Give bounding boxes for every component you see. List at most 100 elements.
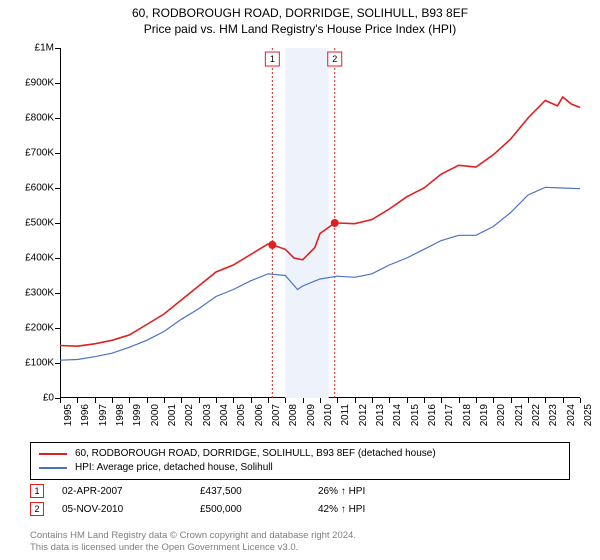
- x-tick-mark: [337, 398, 338, 403]
- x-tick-label: 2002: [184, 404, 195, 426]
- x-tick-mark: [181, 398, 182, 403]
- x-tick-label: 2014: [392, 404, 403, 426]
- footer-line: Contains HM Land Registry data © Crown c…: [30, 530, 356, 542]
- x-tick-mark: [268, 398, 269, 403]
- event-index-box: 2: [30, 502, 44, 516]
- y-tick-mark: [55, 293, 60, 294]
- x-tick-label: 2003: [202, 404, 213, 426]
- y-tick-mark: [55, 48, 60, 49]
- highlight-band: [285, 48, 328, 398]
- y-tick-mark: [55, 328, 60, 329]
- y-tick-mark: [55, 188, 60, 189]
- x-tick-mark: [251, 398, 252, 403]
- chart-subtitle: Price paid vs. HM Land Registry's House …: [0, 22, 600, 36]
- y-tick-mark: [55, 223, 60, 224]
- y-tick-label: £300K: [25, 288, 54, 299]
- x-tick-mark: [441, 398, 442, 403]
- x-tick-label: 2017: [444, 404, 455, 426]
- x-tick-mark: [199, 398, 200, 403]
- x-tick-label: 2007: [271, 404, 282, 426]
- plot-area: 12 £0£100K£200K£300K£400K£500K£600K£700K…: [60, 48, 580, 398]
- x-tick-mark: [511, 398, 512, 403]
- x-tick-label: 1996: [80, 404, 91, 426]
- x-tick-mark: [372, 398, 373, 403]
- x-tick-mark: [459, 398, 460, 403]
- x-tick-label: 2010: [323, 404, 334, 426]
- x-tick-mark: [147, 398, 148, 403]
- event-vs-hpi: 26% ↑ HPI: [318, 486, 418, 497]
- x-tick-label: 2015: [410, 404, 421, 426]
- footer-line: This data is licensed under the Open Gov…: [30, 542, 356, 554]
- x-tick-label: 2019: [479, 404, 490, 426]
- x-tick-label: 2020: [496, 404, 507, 426]
- x-tick-mark: [285, 398, 286, 403]
- x-tick-mark: [112, 398, 113, 403]
- x-tick-mark: [303, 398, 304, 403]
- x-tick-mark: [60, 398, 61, 403]
- x-tick-label: 1999: [132, 404, 143, 426]
- x-tick-mark: [476, 398, 477, 403]
- legend-row: HPI: Average price, detached house, Soli…: [39, 461, 561, 475]
- y-tick-label: £700K: [25, 148, 54, 159]
- x-tick-label: 2004: [219, 404, 230, 426]
- x-tick-label: 2008: [288, 404, 299, 426]
- event-label-box: 2: [328, 52, 342, 66]
- x-tick-mark: [580, 398, 581, 403]
- x-tick-mark: [355, 398, 356, 403]
- x-tick-label: 2000: [150, 404, 161, 426]
- x-tick-label: 1998: [115, 404, 126, 426]
- event-index-box: 1: [30, 484, 44, 498]
- y-tick-label: £600K: [25, 183, 54, 194]
- event-date: 02-APR-2007: [62, 486, 182, 497]
- event-date: 05-NOV-2010: [62, 504, 182, 515]
- x-tick-mark: [493, 398, 494, 403]
- x-tick-label: 2022: [531, 404, 542, 426]
- y-tick-label: £1M: [35, 43, 54, 54]
- x-tick-label: 2005: [236, 404, 247, 426]
- legend: 60, RODBOROUGH ROAD, DORRIDGE, SOLIHULL,…: [30, 442, 570, 480]
- x-tick-mark: [95, 398, 96, 403]
- x-tick-mark: [545, 398, 546, 403]
- x-tick-label: 2016: [427, 404, 438, 426]
- x-tick-mark: [233, 398, 234, 403]
- x-tick-label: 1997: [98, 404, 109, 426]
- x-tick-label: 2009: [306, 404, 317, 426]
- x-tick-label: 2025: [583, 404, 594, 426]
- plot-svg: 12: [60, 48, 580, 398]
- event-vs-hpi: 42% ↑ HPI: [318, 504, 418, 515]
- event-price: £500,000: [200, 504, 300, 515]
- x-tick-label: 2011: [340, 404, 351, 426]
- y-tick-mark: [55, 258, 60, 259]
- legend-text: 60, RODBOROUGH ROAD, DORRIDGE, SOLIHULL,…: [75, 447, 436, 461]
- x-tick-label: 2006: [254, 404, 265, 426]
- x-tick-label: 2013: [375, 404, 386, 426]
- event-label-box: 1: [265, 52, 279, 66]
- x-tick-label: 2001: [167, 404, 178, 426]
- legend-row: 60, RODBOROUGH ROAD, DORRIDGE, SOLIHULL,…: [39, 447, 561, 461]
- x-tick-mark: [407, 398, 408, 403]
- x-tick-mark: [216, 398, 217, 403]
- x-tick-mark: [424, 398, 425, 403]
- y-tick-label: £800K: [25, 113, 54, 124]
- y-tick-mark: [55, 118, 60, 119]
- y-tick-label: £100K: [25, 358, 54, 369]
- y-tick-label: £400K: [25, 253, 54, 264]
- x-tick-mark: [320, 398, 321, 403]
- svg-text:2: 2: [332, 54, 337, 64]
- event-price: £437,500: [200, 486, 300, 497]
- x-tick-mark: [77, 398, 78, 403]
- x-tick-label: 1995: [63, 404, 74, 426]
- x-tick-mark: [563, 398, 564, 403]
- x-tick-label: 2012: [358, 404, 369, 426]
- event-table: 1 02-APR-2007 £437,500 26% ↑ HPI 2 05-NOV-201…: [30, 482, 418, 518]
- x-tick-label: 2018: [462, 404, 473, 426]
- chart-title: 60, RODBOROUGH ROAD, DORRIDGE, SOLIHULL,…: [0, 6, 600, 20]
- svg-text:1: 1: [270, 54, 275, 64]
- legend-swatch: [39, 467, 67, 469]
- event-row: 1 02-APR-2007 £437,500 26% ↑ HPI: [30, 482, 418, 500]
- legend-text: HPI: Average price, detached house, Soli…: [75, 461, 273, 475]
- y-tick-label: £500K: [25, 218, 54, 229]
- y-tick-label: £200K: [25, 323, 54, 334]
- y-tick-label: £900K: [25, 78, 54, 89]
- y-tick-label: £0: [43, 393, 54, 404]
